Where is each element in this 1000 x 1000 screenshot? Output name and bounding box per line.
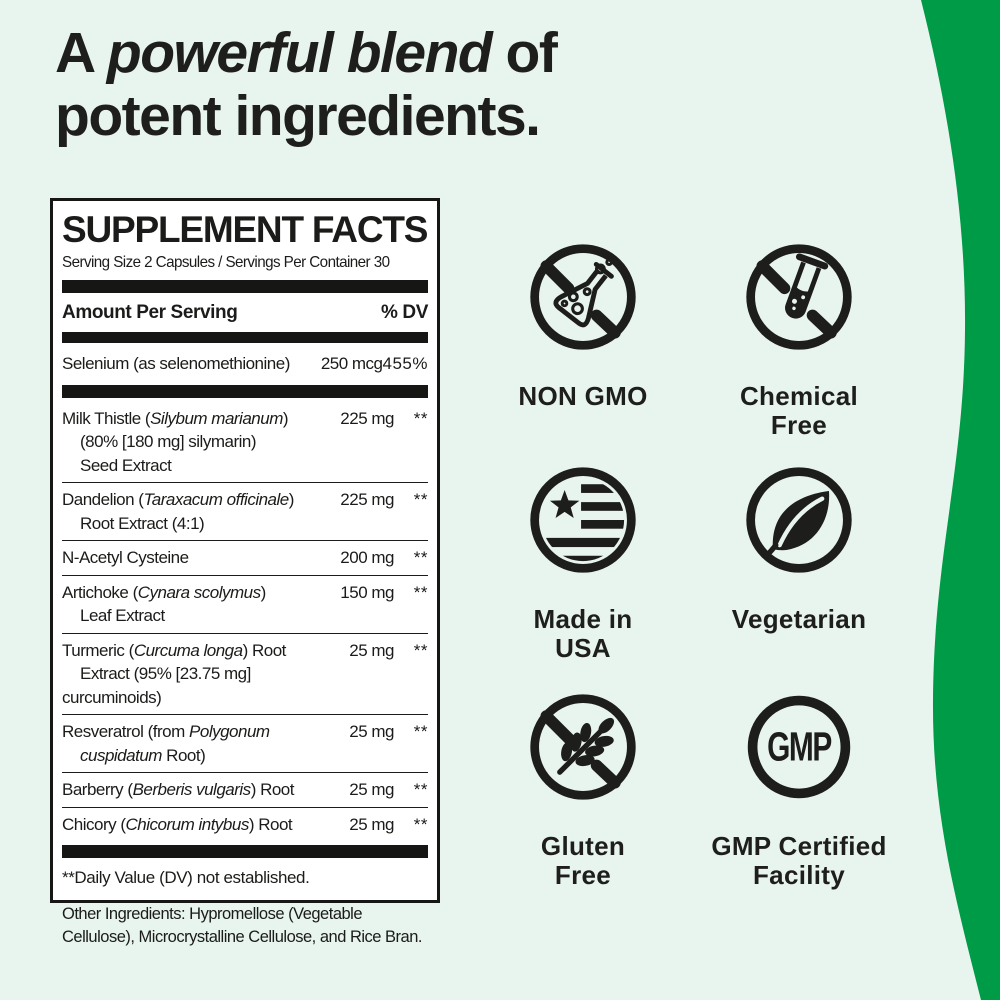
column-header-dv: % DV bbox=[381, 302, 428, 323]
headline-line2: potent ingredients. bbox=[55, 84, 541, 148]
vegetarian-leaf-icon bbox=[746, 467, 852, 573]
headline-line1: A powerful blend of bbox=[55, 21, 558, 85]
divider-bar bbox=[62, 845, 428, 858]
serving-size-line: Serving Size 2 Capsules / Servings Per C… bbox=[62, 254, 390, 271]
panel-title: SUPPLEMENT FACTS bbox=[62, 209, 428, 250]
ingredient-row-selenium: Selenium (as selenomethionine) 250 mcg 4… bbox=[62, 354, 428, 373]
ingredient-row-resveratrol: Resveratrol (from Polygonum cuspidatum R… bbox=[62, 714, 428, 772]
column-header-amount: Amount Per Serving bbox=[62, 302, 238, 323]
ingredient-row-turmeric: Turmeric (Curcuma longa) Root Extract (9… bbox=[62, 632, 428, 715]
badge-gluten-free: Gluten Free bbox=[475, 689, 691, 890]
no-chemical-tube-icon bbox=[746, 244, 852, 350]
badge-label: GMP Certified Facility bbox=[711, 831, 887, 890]
ingredient-row-artichoke: Artichoke (Cynara scolymus) Leaf Extract… bbox=[62, 574, 428, 633]
badge-non-gmo: NON GMO bbox=[475, 239, 691, 462]
ingredient-row-nac: N-Acetyl Cysteine 200 mg ** bbox=[62, 540, 428, 575]
badge-label: NON GMO bbox=[518, 381, 648, 411]
table-header: Amount Per Serving % DV bbox=[62, 297, 428, 328]
badge-label: Vegetarian bbox=[731, 604, 867, 634]
certification-badges: NON GMO Chemical Free bbox=[475, 239, 907, 890]
no-gmo-flask-icon bbox=[530, 244, 636, 350]
badge-gmp: GMP GMP Certified Facility bbox=[691, 689, 907, 890]
divider-bar bbox=[62, 332, 428, 343]
headline-emphasis: powerful blend bbox=[106, 21, 493, 85]
ingredient-row-milk-thistle: Milk Thistle (Silybum marianum) (80% [18… bbox=[62, 408, 428, 475]
ingredient-row-dandelion: Dandelion (Taraxacum officinale) Root Ex… bbox=[62, 482, 428, 540]
other-ingredients: Other Ingredients: Hypromellose (Vegetab… bbox=[62, 905, 423, 946]
supplement-facts-panel: SUPPLEMENT FACTS Serving Size 2 Capsules… bbox=[50, 198, 440, 903]
badge-label: Gluten Free bbox=[540, 831, 626, 890]
ingredient-row-barberry: Barberry (Berberis vulgaris) Root 25 mg … bbox=[62, 772, 428, 807]
gmp-seal-icon: GMP bbox=[747, 695, 851, 799]
ingredient-rows: Milk Thistle (Silybum marianum) (80% [18… bbox=[62, 402, 428, 842]
divider-bar bbox=[62, 384, 428, 398]
divider-bar bbox=[62, 280, 428, 293]
daily-value-footnote: **Daily Value (DV) not established. bbox=[62, 868, 310, 887]
gmp-text: GMP bbox=[767, 724, 831, 770]
usa-flag-icon bbox=[530, 467, 636, 573]
badge-made-in-usa: Made in USA bbox=[475, 462, 691, 689]
badge-vegetarian: Vegetarian bbox=[691, 462, 907, 689]
ingredient-row-chicory: Chicory (Chicorum intybus) Root 25 mg ** bbox=[62, 806, 428, 842]
badge-chemical-free: Chemical Free bbox=[691, 239, 907, 462]
badge-label: Chemical Free bbox=[739, 381, 858, 440]
badge-label: Made in USA bbox=[533, 604, 633, 663]
no-gluten-wheat-icon bbox=[530, 694, 636, 800]
headline: A powerful blend of potent ingredients. bbox=[55, 22, 715, 148]
